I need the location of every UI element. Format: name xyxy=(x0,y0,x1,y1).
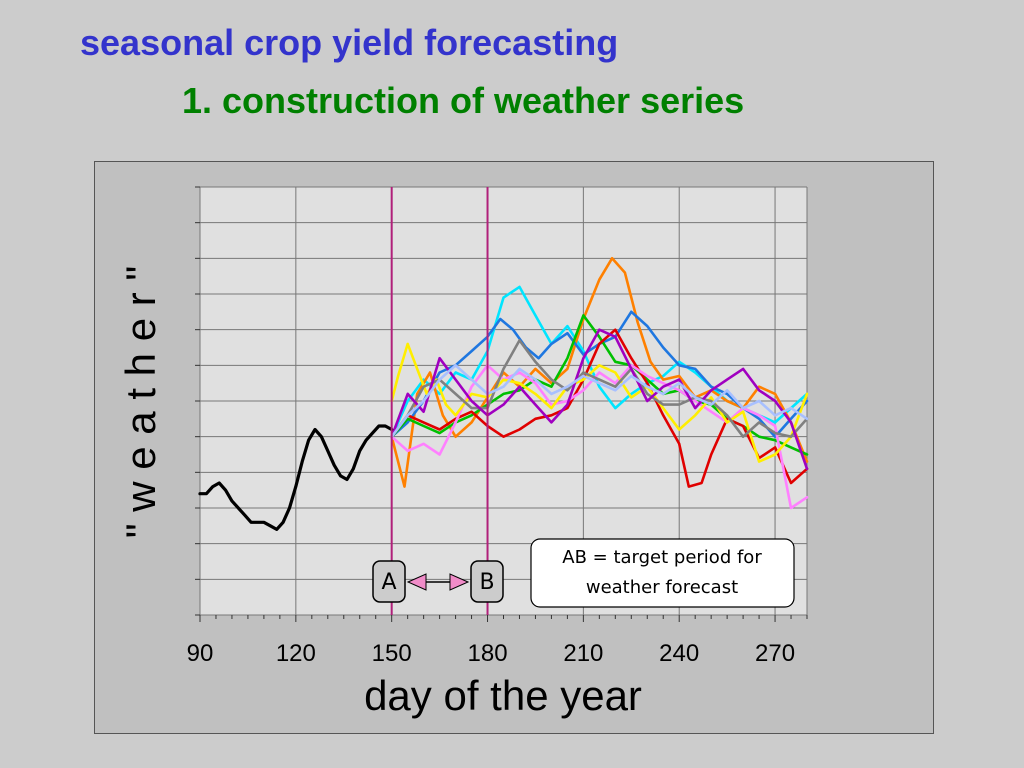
forecast-series-6 xyxy=(390,364,809,510)
x-tick-label: 270 xyxy=(755,640,795,667)
marker-b-box xyxy=(470,560,504,603)
chart-frame: 90 120 150 180 210 240 270 " w e a t h e r " d… xyxy=(94,161,934,734)
forecast-series-8 xyxy=(390,339,809,439)
annotation-line-1: AB = target period for xyxy=(562,547,762,568)
x-axis-label: day of the year xyxy=(364,672,642,719)
axis-ticks: 90 120 150 180 210 240 270 xyxy=(187,186,808,667)
slide-subtitle: 1. construction of weather series xyxy=(182,80,745,121)
forecast-series-9 xyxy=(390,328,809,471)
marker-a-box xyxy=(372,560,406,603)
x-tick-label: 240 xyxy=(659,640,699,667)
annotation-callout: AB = target period for weather forecast xyxy=(530,538,795,608)
y-axis-label: " w e a t h e r " xyxy=(117,266,164,539)
annotation-box xyxy=(530,538,795,608)
period-markers xyxy=(390,187,489,615)
ab-arrow-right-head xyxy=(449,573,470,591)
series-layer xyxy=(198,257,809,531)
x-tick-label: 180 xyxy=(468,640,508,667)
annotation-line-2: weather forecast xyxy=(586,577,738,598)
weather-chart: 90 120 150 180 210 240 270 " w e a t h e r " d… xyxy=(117,186,809,719)
marker-a-label: A xyxy=(381,570,396,595)
forecast-series-10 xyxy=(390,364,809,439)
ab-indicator: A B xyxy=(372,560,504,603)
x-tick-label: 90 xyxy=(187,640,214,667)
x-tick-label: 210 xyxy=(563,640,603,667)
marker-b-label: B xyxy=(479,570,494,595)
x-tick-label: 120 xyxy=(276,640,316,667)
ab-arrow-left-head xyxy=(406,573,427,591)
slide-title: seasonal crop yield forecasting xyxy=(80,22,619,63)
forecast-series-5 xyxy=(390,328,809,488)
x-tick-label: 150 xyxy=(372,640,412,667)
observed-series xyxy=(198,424,394,531)
